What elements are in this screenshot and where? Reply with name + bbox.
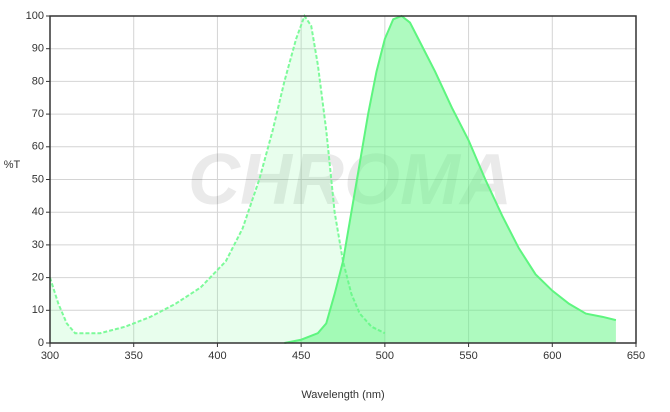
x-tick-label: 350 <box>125 350 143 362</box>
area-fill <box>284 16 616 343</box>
area-line <box>284 14 617 344</box>
y-tick-label: 20 <box>32 272 44 284</box>
area-line <box>49 13 386 335</box>
x-tick-label: 650 <box>627 350 645 362</box>
y-tick-label: 10 <box>32 304 44 316</box>
y-axis-label: %T <box>4 159 21 171</box>
y-tick-label: 50 <box>32 173 44 185</box>
y-tick-label: 40 <box>32 206 44 218</box>
y-tick-label: 100 <box>26 10 44 22</box>
x-tick-label: 450 <box>292 350 310 362</box>
x-tick-label: 600 <box>543 350 561 362</box>
x-tick-label: 400 <box>208 350 226 362</box>
y-tick-label: 60 <box>32 141 44 153</box>
y-tick-label: 30 <box>32 239 44 251</box>
y-tick-label: 70 <box>32 108 44 120</box>
y-tick-label: 80 <box>32 75 44 87</box>
x-axis-label: Wavelength (nm) <box>301 389 384 401</box>
y-tick-label: 90 <box>32 43 44 55</box>
plot-frame <box>49 15 637 344</box>
area-fill <box>50 16 385 343</box>
x-tick-label: 550 <box>459 350 477 362</box>
x-tick-label: 300 <box>41 350 59 362</box>
x-tick-label: 500 <box>376 350 394 362</box>
y-tick-label: 0 <box>38 337 44 349</box>
